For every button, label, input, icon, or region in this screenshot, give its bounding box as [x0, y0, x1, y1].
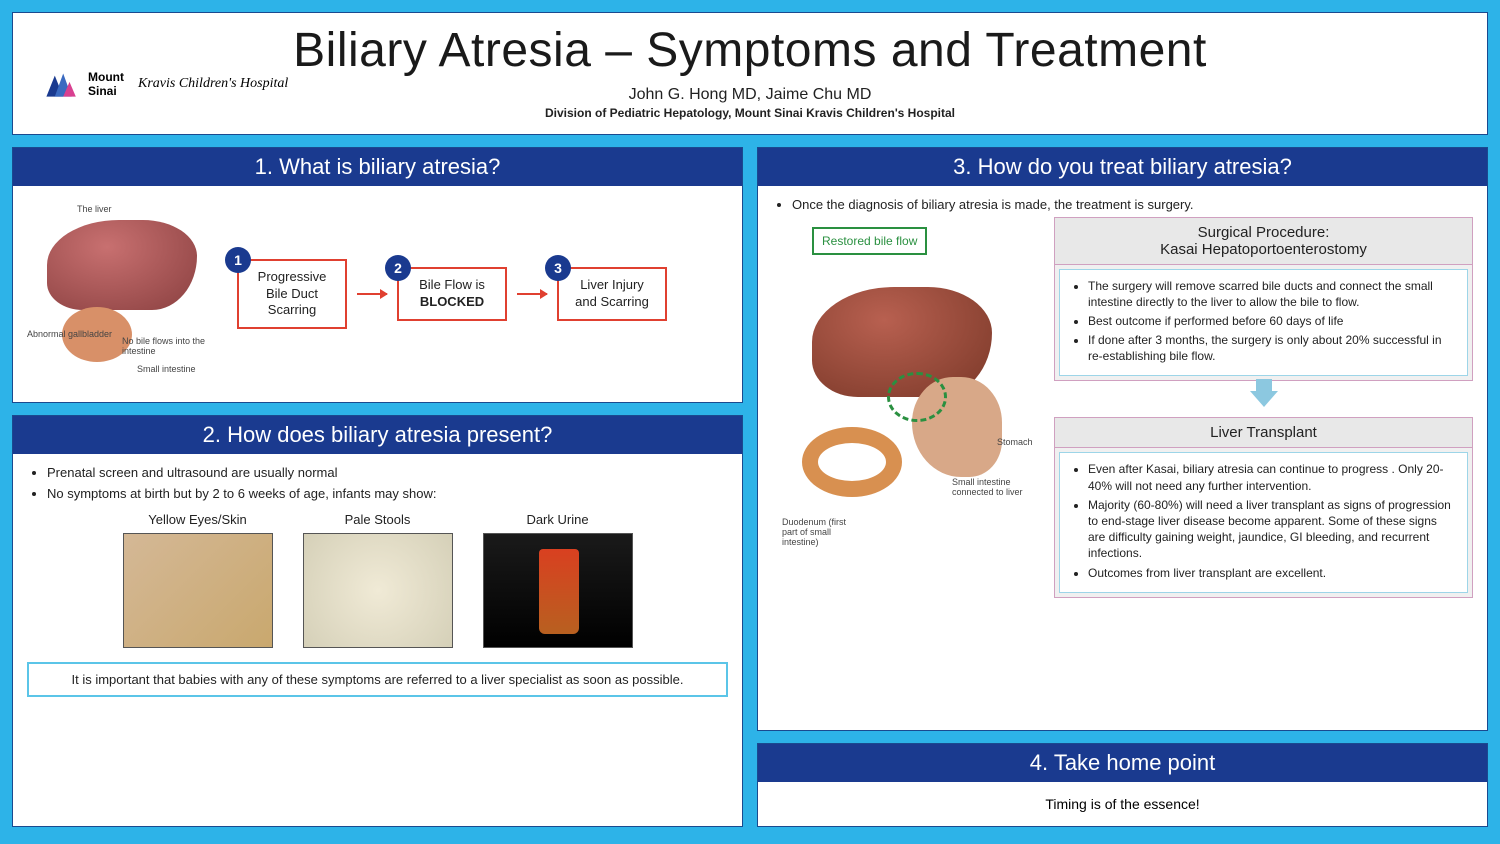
dark-urine-image	[483, 533, 633, 648]
step-number: 2	[385, 255, 411, 281]
section-1-title: 1. What is biliary atresia?	[13, 148, 742, 186]
step-number: 1	[225, 247, 251, 273]
flow-arrow-icon	[517, 293, 547, 295]
bullet-item: The surgery will remove scarred bile duc…	[1088, 278, 1457, 310]
label-duodenum: Duodenum (first part of small intestine)	[782, 517, 862, 547]
intestine-shape-icon	[802, 427, 902, 497]
label-nobile: No bile flows into the intestine	[122, 336, 222, 356]
step-text: and Scarring	[575, 294, 649, 309]
logo-line1: Mount	[88, 70, 124, 84]
logo-text: Mount Sinai	[88, 70, 124, 98]
kasai-box: Surgical Procedure: Kasai Hepatoportoent…	[1054, 217, 1473, 382]
logo-line2: Sinai	[88, 84, 124, 98]
flow-step-1: 1 Progressive Bile Duct Scarring	[237, 259, 347, 330]
transplant-box: Liver Transplant Even after Kasai, bilia…	[1054, 417, 1473, 597]
step-number: 3	[545, 255, 571, 281]
highlight-circle-icon	[887, 372, 947, 422]
flow-arrow-icon	[357, 293, 387, 295]
bullet-item: Best outcome if performed before 60 days…	[1088, 313, 1457, 329]
title-line: Kasai Hepatoportoenterostomy	[1160, 241, 1367, 258]
symptom-pale: Pale Stools	[303, 512, 453, 648]
section-4-title: 4. Take home point	[758, 744, 1487, 782]
down-arrow-icon	[1250, 391, 1278, 407]
step-text: Liver Injury	[580, 277, 644, 292]
restored-label: Restored bile flow	[812, 227, 927, 255]
section-1-body: The liver Abnormal gallbladder No bile f…	[13, 186, 742, 402]
step-text: Bile Duct	[266, 286, 318, 301]
left-column: 1. What is biliary atresia? The liver Ab…	[12, 147, 743, 827]
kasai-title: Surgical Procedure: Kasai Hepatoportoent…	[1055, 218, 1472, 265]
transplant-body: Even after Kasai, biliary atresia can co…	[1059, 452, 1468, 592]
step-text: BLOCKED	[420, 294, 484, 309]
section-3-intro: Once the diagnosis of biliary atresia is…	[772, 196, 1473, 214]
flow-step-3: 3 Liver Injury and Scarring	[557, 267, 667, 321]
title-line: Surgical Procedure:	[1198, 224, 1330, 241]
label-stomach: Stomach	[997, 437, 1033, 447]
section-3-title: 3. How do you treat biliary atresia?	[758, 148, 1487, 186]
section-2-body: Prenatal screen and ultrasound are usual…	[13, 454, 742, 707]
symptom-yellow: Yellow Eyes/Skin	[123, 512, 273, 648]
label-liver: The liver	[77, 204, 112, 214]
symptom-label: Pale Stools	[345, 512, 411, 527]
liver-surgery-illustration: Restored bile flow Stomach Small intesti…	[772, 217, 1042, 597]
section-2-title: 2. How does biliary atresia present?	[13, 416, 742, 454]
liver-illustration: The liver Abnormal gallbladder No bile f…	[27, 204, 227, 384]
step-text: Progressive	[258, 269, 327, 284]
section-3-panel: 3. How do you treat biliary atresia? Onc…	[757, 147, 1488, 731]
step-text: Bile Flow is	[419, 277, 485, 292]
flow-row: The liver Abnormal gallbladder No bile f…	[27, 204, 728, 384]
pale-stools-image	[303, 533, 453, 648]
symptom-label: Yellow Eyes/Skin	[148, 512, 247, 527]
symptoms-row: Yellow Eyes/Skin Pale Stools Dark Urine	[27, 512, 728, 648]
section-3-boxes: Surgical Procedure: Kasai Hepatoportoent…	[1054, 217, 1473, 598]
section-3-row: Restored bile flow Stomach Small intesti…	[772, 217, 1473, 598]
yellow-eyes-image	[123, 533, 273, 648]
transplant-title: Liver Transplant	[1055, 418, 1472, 448]
liver-shape-icon	[47, 220, 197, 310]
header-panel: Mount Sinai Kravis Children's Hospital B…	[12, 12, 1488, 135]
content-columns: 1. What is biliary atresia? The liver Ab…	[12, 147, 1488, 827]
section-2-panel: 2. How does biliary atresia present? Pre…	[12, 415, 743, 827]
section-2-bullets: Prenatal screen and ultrasound are usual…	[27, 464, 728, 502]
bullet-item: No symptoms at birth but by 2 to 6 weeks…	[47, 485, 728, 503]
callout-box: It is important that babies with any of …	[27, 662, 728, 697]
section-3-body: Once the diagnosis of biliary atresia is…	[758, 186, 1487, 608]
label-small-intestine: Small intestine connected to liver	[952, 477, 1032, 497]
logo-subtitle: Kravis Children's Hospital	[138, 76, 288, 92]
bullet-item: Outcomes from liver transplant are excel…	[1088, 565, 1457, 581]
label-intestine: Small intestine	[137, 364, 196, 374]
right-column: 3. How do you treat biliary atresia? Onc…	[757, 147, 1488, 827]
symptom-dark: Dark Urine	[483, 512, 633, 648]
mount-sinai-logo-icon	[38, 63, 80, 105]
section-4-panel: 4. Take home point Timing is of the esse…	[757, 743, 1488, 827]
label-gallbladder: Abnormal gallbladder	[27, 329, 112, 339]
takehome-text: Timing is of the essence!	[758, 782, 1487, 826]
bullet-item: Prenatal screen and ultrasound are usual…	[47, 464, 728, 482]
step-text: Scarring	[268, 302, 316, 317]
kasai-body: The surgery will remove scarred bile duc…	[1059, 269, 1468, 377]
division: Division of Pediatric Hepatology, Mount …	[33, 106, 1467, 120]
bullet-item: If done after 3 months, the surgery is o…	[1088, 332, 1457, 364]
logo-block: Mount Sinai Kravis Children's Hospital	[38, 63, 288, 105]
symptom-label: Dark Urine	[526, 512, 588, 527]
bullet-item: Even after Kasai, biliary atresia can co…	[1088, 461, 1457, 493]
flow-step-2: 2 Bile Flow is BLOCKED	[397, 267, 507, 321]
section-1-panel: 1. What is biliary atresia? The liver Ab…	[12, 147, 743, 403]
intro-text: Once the diagnosis of biliary atresia is…	[792, 196, 1473, 214]
bullet-item: Majority (60-80%) will need a liver tran…	[1088, 497, 1457, 562]
